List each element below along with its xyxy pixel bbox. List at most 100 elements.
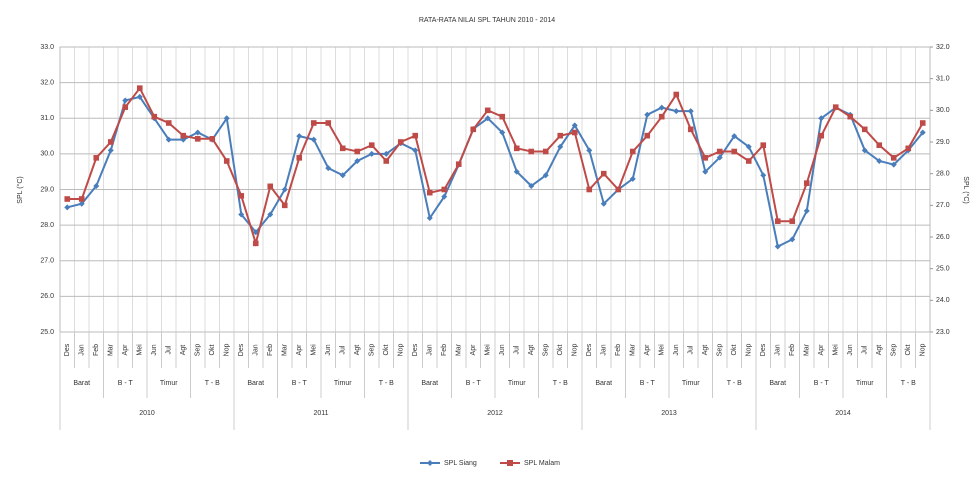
season-label: Barat — [421, 380, 438, 387]
point — [702, 155, 709, 161]
x-tick-label: Jan — [427, 344, 434, 355]
x-tick-label: Des — [238, 343, 245, 356]
point — [455, 161, 462, 167]
point — [484, 107, 491, 114]
x-tick-label: Jan — [253, 344, 260, 355]
point — [499, 113, 506, 120]
legend-label: SPL Malam — [524, 460, 560, 467]
point — [122, 97, 129, 104]
point — [93, 155, 100, 161]
season-label: Barat — [73, 380, 90, 387]
x-tick-label: Mei — [833, 344, 840, 356]
x-tick-label: Okt — [383, 345, 390, 356]
legend-marker — [427, 460, 433, 466]
x-tick-label: Feb — [615, 344, 622, 356]
x-tick-label: Agt — [876, 345, 883, 356]
point — [397, 139, 404, 145]
y-tick-label: 31.0 — [40, 115, 54, 122]
legend-marker — [507, 460, 513, 466]
point — [223, 158, 230, 164]
x-tick-label: Jun — [151, 344, 158, 355]
point — [151, 113, 158, 120]
y2-tick-label: 27.0 — [936, 202, 950, 209]
point — [716, 148, 723, 155]
x-tick-label: Agt — [180, 345, 187, 356]
point — [267, 211, 274, 218]
point — [64, 196, 71, 202]
point — [542, 148, 549, 155]
point — [658, 113, 665, 120]
point — [165, 136, 172, 143]
point — [731, 133, 738, 140]
x-tick-label: Apr — [818, 344, 825, 356]
point — [513, 145, 520, 152]
season-label: B - T — [118, 380, 134, 387]
point — [789, 218, 796, 224]
point — [644, 132, 651, 139]
x-tick-label: Jun — [499, 344, 506, 355]
x-tick-label: Mar — [804, 343, 811, 356]
point — [426, 189, 433, 196]
point — [774, 218, 781, 224]
point — [281, 186, 288, 193]
x-tick-label: Jul — [514, 345, 521, 354]
point — [528, 182, 535, 189]
point — [107, 139, 114, 145]
point — [93, 182, 100, 189]
point — [354, 158, 361, 164]
x-tick-label: Jul — [862, 345, 869, 354]
y-tick-label: 25.0 — [40, 329, 54, 336]
point — [919, 129, 926, 136]
point — [426, 215, 433, 221]
season-label: T - B — [205, 380, 220, 387]
x-tick-label: Agt — [702, 345, 709, 356]
point — [78, 200, 85, 207]
point — [629, 148, 636, 155]
point — [528, 148, 535, 155]
point — [586, 186, 593, 193]
point — [470, 126, 477, 133]
x-tick-label: Mar — [108, 343, 115, 356]
point — [180, 132, 187, 139]
x-tick-label: Apr — [296, 344, 303, 356]
x-tick-label: Des — [412, 343, 419, 356]
x-tick-label: Apr — [644, 344, 651, 356]
x-tick-label: Des — [586, 343, 593, 356]
x-tick-label: Apr — [470, 344, 477, 356]
y2-tick-label: 23.0 — [936, 329, 950, 336]
x-tick-label: Jul — [688, 345, 695, 354]
point — [325, 120, 332, 126]
point — [557, 143, 564, 150]
y2-tick-label: 32.0 — [936, 44, 950, 51]
x-tick-label: Feb — [267, 344, 274, 356]
point — [760, 172, 767, 179]
season-label: Timur — [160, 380, 178, 387]
x-tick-label: Jun — [847, 344, 854, 355]
y-tick-label: 32.0 — [40, 79, 54, 86]
point — [876, 142, 883, 148]
point — [499, 129, 506, 136]
point — [760, 142, 767, 148]
point — [600, 200, 607, 207]
y-tick-label: 26.0 — [40, 293, 54, 300]
season-label: B - T — [292, 380, 308, 387]
season-label: Timur — [856, 380, 874, 387]
point — [847, 113, 854, 120]
x-tick-label: Jul — [340, 345, 347, 354]
point — [64, 204, 71, 211]
x-tick-label: Nop — [920, 343, 927, 356]
x-tick-label: Jul — [166, 345, 173, 354]
point — [687, 126, 694, 133]
y2-tick-label: 31.0 — [936, 76, 950, 83]
point — [789, 236, 796, 243]
x-tick-label: Okt — [905, 345, 912, 356]
x-tick-label: Feb — [441, 344, 448, 356]
point — [412, 147, 419, 154]
point — [658, 104, 665, 111]
point — [78, 196, 85, 202]
point — [484, 115, 491, 122]
x-tick-label: Jan — [79, 344, 86, 355]
point — [876, 158, 883, 164]
point — [296, 155, 303, 161]
point — [368, 150, 375, 157]
